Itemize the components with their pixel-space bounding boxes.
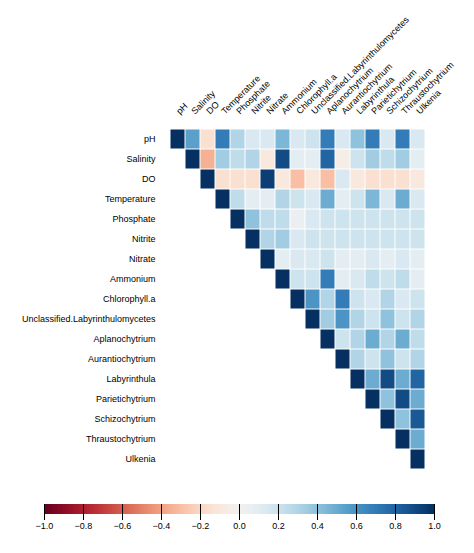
svg-text:Phosphate: Phosphate: [112, 214, 155, 224]
svg-text:0.0: 0.0: [233, 521, 246, 531]
svg-text:0.8: 0.8: [389, 521, 402, 531]
svg-text:Nitrite: Nitrite: [249, 92, 274, 117]
svg-text:pH: pH: [174, 101, 189, 116]
svg-text:Ulkenia: Ulkenia: [414, 88, 442, 116]
svg-text:Phosphate: Phosphate: [234, 78, 272, 117]
svg-text:0.4: 0.4: [311, 521, 324, 531]
svg-text:pH: pH: [144, 134, 156, 144]
svg-text:Schizochytrium: Schizochytrium: [384, 65, 435, 117]
svg-text:Nitrate: Nitrate: [129, 254, 156, 264]
svg-text:Aurantiochytrium: Aurantiochytrium: [339, 61, 395, 117]
svg-text:−0.6: −0.6: [114, 521, 132, 531]
svg-text:DO: DO: [142, 174, 156, 184]
svg-text:Thraustochytrium: Thraustochytrium: [86, 434, 156, 444]
svg-text:Aurantiochytrium: Aurantiochytrium: [88, 354, 156, 364]
svg-text:1.0: 1.0: [428, 521, 441, 531]
svg-text:Ammonium: Ammonium: [279, 76, 319, 117]
svg-text:DO: DO: [204, 100, 221, 117]
svg-text:−1.0: −1.0: [36, 521, 54, 531]
svg-text:Thraustochytrium: Thraustochytrium: [399, 60, 455, 116]
svg-text:Schizochytrium: Schizochytrium: [94, 414, 155, 424]
svg-text:Salinity: Salinity: [126, 154, 156, 164]
svg-text:Unclassified.Labyrinthulomycet: Unclassified.Labyrinthulomycetes: [22, 314, 156, 324]
svg-text:Aplanochytrium: Aplanochytrium: [93, 334, 155, 344]
svg-text:Labyrinthula: Labyrinthula: [106, 374, 155, 384]
svg-text:Aplanochytrium: Aplanochytrium: [324, 65, 376, 117]
svg-text:Labyrinthula: Labyrinthula: [354, 74, 397, 117]
svg-text:Parietichytrium: Parietichytrium: [96, 394, 156, 404]
svg-text:−0.8: −0.8: [75, 521, 93, 531]
svg-text:Nitrate: Nitrate: [264, 90, 291, 117]
svg-text:Nitrite: Nitrite: [132, 234, 156, 244]
svg-text:0.2: 0.2: [272, 521, 285, 531]
svg-text:Chlorophyll.a: Chlorophyll.a: [103, 294, 156, 304]
svg-text:−0.4: −0.4: [153, 521, 171, 531]
svg-text:Temperature: Temperature: [105, 194, 156, 204]
svg-text:−0.2: −0.2: [192, 521, 210, 531]
svg-text:Chlorophyll.a: Chlorophyll.a: [294, 71, 339, 117]
svg-text:Parietichytrium: Parietichytrium: [369, 67, 419, 117]
svg-text:Ammonium: Ammonium: [110, 274, 156, 284]
svg-text:Temperature: Temperature: [219, 73, 263, 117]
svg-text:Salinity: Salinity: [189, 88, 217, 117]
svg-text:0.6: 0.6: [350, 521, 363, 531]
svg-text:Ulkenia: Ulkenia: [125, 454, 155, 464]
svg-text:Unclassified.Labyrinthulomycet: Unclassified.Labyrinthulomycetes: [309, 14, 411, 117]
